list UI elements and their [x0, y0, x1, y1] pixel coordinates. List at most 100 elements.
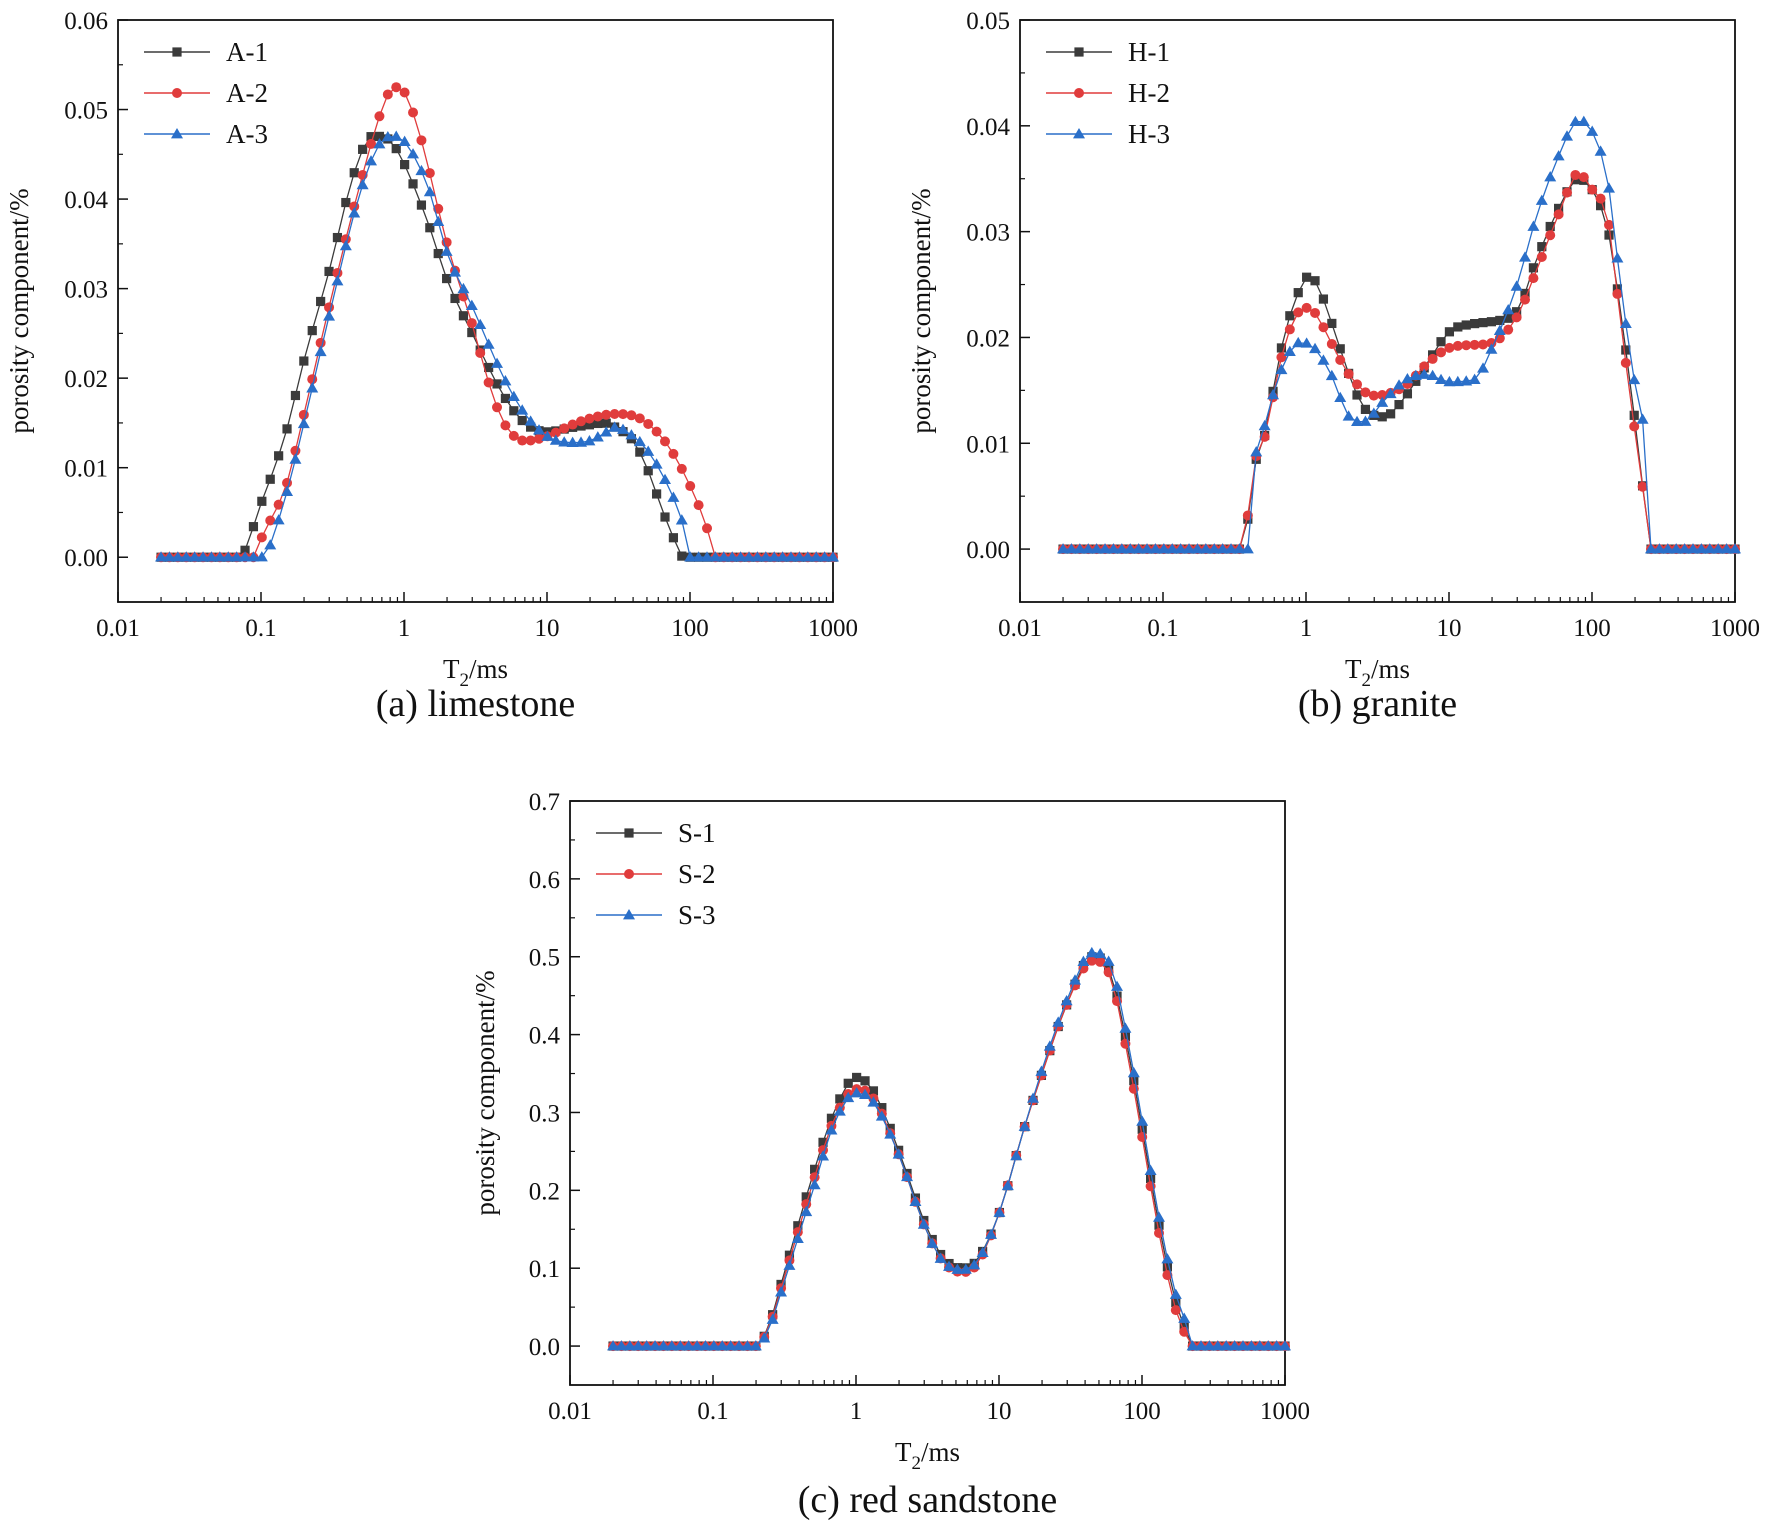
data-point-H-2 [1486, 337, 1497, 348]
data-point-A-2 [424, 168, 435, 179]
data-point-H-2 [1326, 338, 1337, 349]
data-point-S-3 [699, 1340, 712, 1351]
data-point-A-2 [416, 135, 427, 146]
data-point-H-3 [1183, 543, 1196, 554]
data-point-S-3 [1111, 980, 1124, 991]
data-point-H-3 [1258, 419, 1271, 431]
data-point-S-1 [793, 1221, 803, 1231]
data-point-H-1 [1629, 410, 1639, 420]
data-point-A-1 [349, 168, 359, 178]
y-tick-label: 0.02 [966, 325, 1010, 352]
data-point-H-2 [1318, 322, 1329, 333]
data-point-H-1 [1318, 294, 1329, 304]
y-tick-label: 0.5 [529, 945, 560, 972]
data-point-H-3 [1124, 543, 1137, 554]
data-point-S-2 [1086, 955, 1097, 966]
series-line-H-3 [1063, 120, 1735, 550]
y-tick-label: 0.04 [966, 114, 1010, 141]
data-point-S-3 [1279, 1340, 1291, 1351]
data-point-A-1 [660, 512, 670, 522]
data-point-H-3 [1468, 373, 1481, 384]
data-point-S-3 [1027, 1092, 1040, 1103]
data-point-H-3 [1510, 280, 1523, 291]
data-point-H-3 [1670, 543, 1683, 554]
data-point-A-1 [248, 522, 259, 532]
data-point-H-3 [1090, 543, 1103, 554]
data-point-H-3 [1519, 251, 1532, 262]
data-point-S-3 [1010, 1149, 1023, 1161]
data-point-A-3 [432, 215, 445, 227]
y-tick-label: 0.00 [64, 545, 108, 572]
plot-frame [1019, 19, 1736, 603]
data-point-A-1 [593, 418, 603, 429]
legend-marker-H-3 [1073, 128, 1085, 139]
data-point-S-3 [1077, 955, 1090, 966]
data-point-H-3 [1712, 543, 1725, 554]
data-point-H-3 [1561, 130, 1574, 141]
x-tick-label: 0.1 [697, 1398, 728, 1425]
data-point-S-3 [1060, 994, 1073, 1006]
data-point-A-3 [625, 429, 638, 440]
data-point-A-3 [407, 148, 420, 159]
data-point-A-2 [702, 523, 713, 534]
data-point-H-2 [1419, 361, 1430, 372]
data-point-S-3 [607, 1340, 620, 1351]
y-tick-label: 0.03 [64, 277, 108, 304]
data-point-A-3 [717, 551, 730, 562]
data-point-S-3 [833, 1105, 846, 1116]
data-point-H-3 [1099, 543, 1112, 554]
data-point-S-3 [993, 1206, 1006, 1217]
data-point-H-1 [1604, 230, 1614, 240]
x-axis-title-sub: 2 [1361, 670, 1371, 691]
x-tick-label: 0.01 [96, 615, 140, 642]
y-tick-label: 0.00 [966, 537, 1010, 564]
data-point-A-3 [650, 458, 663, 469]
data-point-S-3 [1228, 1340, 1241, 1351]
data-point-S-3 [716, 1340, 729, 1351]
data-point-A-2 [408, 107, 419, 118]
chart-panel-a: 0.01 0.1 1 10 100 1000 0.00 0.01 0.02 0.03 0.04 0.0… [4, 8, 858, 725]
data-point-H-2 [1427, 353, 1438, 364]
series-S-3 [607, 946, 1291, 1351]
x-tick-label: 1 [398, 615, 411, 642]
data-point-A-3 [247, 551, 260, 562]
x-axis-title-sub: 2 [911, 1453, 921, 1474]
data-point-S-3 [1178, 1312, 1191, 1323]
series-line-A-1 [161, 135, 833, 558]
x-tick-label: 100 [1573, 615, 1611, 642]
data-point-H-3 [1325, 369, 1338, 381]
data-point-A-1 [643, 466, 653, 476]
data-point-S-3 [682, 1340, 695, 1351]
data-point-S-3 [859, 1088, 872, 1100]
data-point-A-3 [474, 318, 487, 330]
data-point-H-3 [1073, 543, 1086, 554]
data-point-A-2 [534, 433, 545, 444]
data-point-S-3 [1144, 1164, 1157, 1175]
data-point-A-3 [499, 375, 512, 386]
data-point-H-2 [1503, 324, 1514, 335]
data-point-H-3 [1594, 145, 1607, 156]
data-point-H-1 [1352, 390, 1362, 400]
data-point-H-1 [1302, 272, 1312, 282]
data-point-A-3 [373, 138, 386, 149]
data-point-S-3 [917, 1218, 930, 1229]
series-A-1 [156, 131, 838, 562]
data-point-A-3 [600, 426, 613, 437]
data-point-H-3 [1418, 368, 1431, 379]
data-point-S-3 [791, 1232, 804, 1244]
data-point-A-2 [668, 448, 679, 459]
data-point-S-1 [784, 1250, 795, 1260]
data-point-S-3 [615, 1340, 628, 1351]
data-point-A-3 [415, 164, 428, 176]
data-point-S-3 [707, 1340, 720, 1351]
data-point-A-2 [584, 413, 595, 424]
y-axis-title: porosity component/% [906, 188, 936, 433]
data-point-S-1 [843, 1078, 853, 1088]
series-line-H-1 [1063, 179, 1735, 550]
data-point-A-2 [660, 436, 671, 447]
data-point-H-1 [1436, 337, 1446, 347]
data-point-A-3 [163, 551, 176, 562]
data-point-H-1 [1394, 400, 1404, 410]
data-point-A-1 [408, 179, 418, 189]
data-point-A-3 [339, 239, 352, 251]
